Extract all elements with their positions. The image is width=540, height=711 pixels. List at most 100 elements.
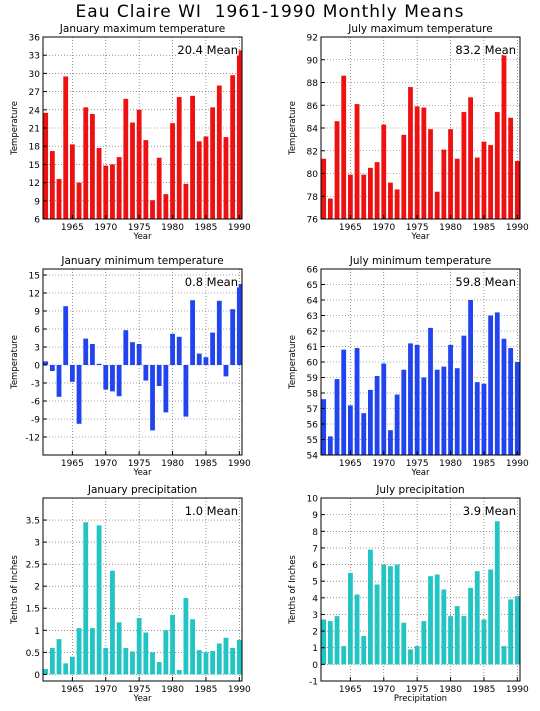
- y-tick-label: 15: [29, 161, 40, 171]
- y-tick-label: 55: [307, 436, 318, 446]
- x-axis-label: Year: [411, 232, 431, 242]
- chart-bar: [421, 621, 427, 665]
- chart-bar: [454, 368, 460, 455]
- chart-bar: [130, 651, 135, 675]
- x-axis-label: Year: [411, 468, 431, 478]
- chart-bar: [368, 549, 373, 665]
- chart-bar: [501, 49, 507, 220]
- chart-bar: [143, 365, 149, 381]
- chart-bar: [488, 569, 494, 665]
- chart-bar: [421, 377, 427, 455]
- chart-bar: [374, 162, 380, 219]
- chart-bar: [481, 383, 487, 455]
- chart-bar: [150, 365, 155, 431]
- y-tick-label: 2: [312, 628, 318, 638]
- chart-bar: [321, 399, 327, 455]
- plot-frame: [42, 497, 243, 682]
- chart-bar: [488, 315, 494, 455]
- chart-bar: [408, 649, 413, 665]
- chart-bar: [421, 107, 427, 219]
- chart-bar: [69, 365, 75, 382]
- y-tick-label: 57: [307, 405, 318, 415]
- chart-bar: [347, 572, 353, 665]
- y-tick-label: 24: [29, 106, 41, 116]
- chart-bar: [163, 365, 169, 413]
- chart-bar: [508, 348, 514, 455]
- chart-bar: [176, 669, 182, 675]
- chart-bar: [508, 599, 514, 665]
- x-tick-label: 1985: [194, 223, 217, 233]
- y-tick-label: 27: [29, 88, 40, 98]
- mean-annotation: 3.9 Mean: [463, 504, 516, 518]
- chart-bar: [163, 194, 169, 219]
- x-tick-label: 1965: [339, 223, 362, 233]
- y-axis-label: Temperature: [288, 335, 298, 390]
- y-tick-label: 9: [34, 197, 40, 207]
- chart-bar: [176, 336, 182, 365]
- chart-bar: [368, 389, 373, 455]
- chart-bar: [394, 564, 400, 665]
- chart-bar: [223, 365, 229, 377]
- y-tick-label: 3: [312, 611, 318, 621]
- chart-panel: 76 78 80 82 84 86 88 90 92 1965 1970 1975 1980 1985 19…: [288, 23, 529, 242]
- y-tick-label: 33: [29, 52, 40, 62]
- chart-panel: -12 -9 -6 -3 0 3 6 9 12 15 1965 1970 1975 1980 1985 199…: [10, 255, 251, 478]
- y-tick-label: 2.5: [26, 561, 40, 571]
- chart-bar: [236, 639, 242, 675]
- chart-bar: [83, 107, 89, 219]
- chart-bar: [49, 647, 55, 675]
- x-tick-label: 1980: [439, 459, 462, 469]
- chart-bar: [110, 365, 115, 392]
- chart-bar: [334, 616, 340, 665]
- chart-bar: [223, 637, 229, 675]
- chart-bar: [414, 646, 420, 665]
- chart-bar: [183, 365, 189, 417]
- y-tick-label: 6: [34, 326, 40, 336]
- chart-bar: [341, 75, 347, 219]
- chart-bar: [216, 300, 222, 365]
- x-tick-label: 1990: [228, 223, 251, 233]
- chart-title: January precipitation: [87, 484, 197, 496]
- y-tick-label: 84: [307, 125, 319, 135]
- chart-bar: [321, 619, 327, 665]
- x-tick-label: 1970: [372, 223, 395, 233]
- chart-bar: [327, 621, 333, 665]
- chart-bar: [156, 662, 162, 675]
- chart-bar: [334, 121, 340, 219]
- chart-bar: [401, 369, 407, 455]
- chart-bar: [136, 617, 142, 675]
- y-tick-label: 7: [312, 544, 318, 554]
- chart-bar: [408, 343, 413, 455]
- chart-bar: [448, 129, 453, 219]
- x-axis-label: Year: [133, 694, 153, 704]
- y-tick-label: 1: [34, 627, 40, 637]
- y-tick-label: 6: [34, 216, 40, 226]
- chart-bar: [190, 300, 195, 365]
- chart-bar: [428, 576, 433, 665]
- x-tick-label: 1980: [161, 223, 184, 233]
- plot-frame: [42, 268, 243, 456]
- mean-annotation: 1.0 Mean: [185, 504, 238, 518]
- chart-bar: [210, 651, 216, 675]
- chart-bar: [461, 335, 467, 455]
- y-tick-label: 9: [34, 308, 40, 318]
- chart-bar: [43, 669, 49, 675]
- chart-bar: [347, 174, 353, 219]
- y-tick-label: 8: [312, 528, 318, 538]
- y-axis-label: Tenths of Inches: [10, 555, 20, 625]
- y-tick-label: 21: [29, 125, 40, 135]
- x-tick-label: 1965: [339, 685, 362, 695]
- chart-bar: [461, 616, 467, 665]
- chart-bar: [156, 157, 162, 219]
- chart-bar: [190, 619, 195, 675]
- chart-bar: [69, 144, 75, 219]
- y-tick-label: 2: [34, 583, 40, 593]
- y-tick-label: 59: [307, 374, 319, 384]
- y-tick-label: 86: [307, 102, 319, 112]
- y-tick-label: 65: [307, 281, 318, 291]
- chart-bar: [401, 134, 407, 219]
- y-tick-label: 54: [307, 452, 319, 462]
- y-tick-label: -6: [31, 398, 40, 408]
- chart-bar: [454, 158, 460, 219]
